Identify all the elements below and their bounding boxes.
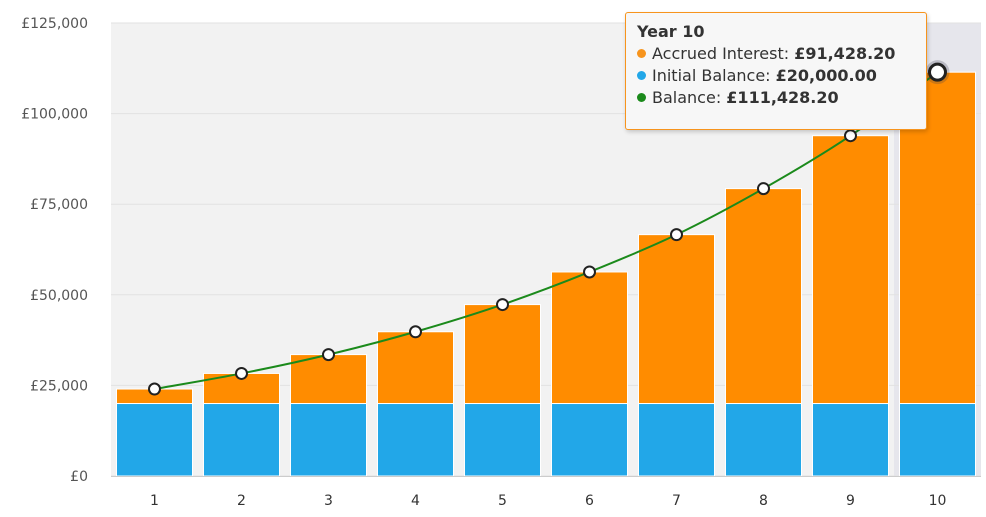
bar-initial-balance: [899, 403, 976, 477]
bar-initial-balance: [203, 403, 280, 477]
x-tick-label: 9: [846, 493, 855, 509]
balance-marker: [496, 298, 509, 312]
balance-marker: [844, 129, 857, 143]
balance-marker: [583, 265, 596, 279]
tooltip-value: £91,428.20: [794, 44, 896, 63]
x-tick-label: 6: [585, 493, 594, 509]
tooltip-title: Year 10: [637, 22, 705, 41]
balance-marker: [757, 182, 770, 196]
bar-initial-balance: [290, 403, 367, 477]
tooltip-row-initial-balance: Initial Balance: £20,000.00: [637, 65, 915, 87]
x-tick-label: 1: [150, 493, 159, 509]
bar-accrued-interest: [638, 234, 715, 405]
x-tick-label: 3: [324, 493, 333, 509]
bar-accrued-interest: [464, 304, 541, 405]
y-tick-label: £100,000: [21, 107, 88, 123]
balance-marker: [409, 325, 422, 339]
x-tick-label: 10: [929, 493, 947, 509]
bar-initial-balance: [812, 403, 889, 477]
bar-accrued-interest: [377, 331, 454, 405]
bar-initial-balance: [551, 403, 628, 477]
balance-marker: [235, 366, 248, 380]
y-tick-label: £125,000: [21, 16, 88, 32]
tooltip-label: Balance:: [652, 88, 727, 107]
balance-marker: [670, 228, 683, 242]
balance-marker: [148, 382, 161, 396]
bar-accrued-interest: [725, 188, 802, 405]
x-tick-label: 2: [237, 493, 246, 509]
accrued-interest-dot-icon: [637, 49, 646, 58]
y-tick-label: £25,000: [30, 378, 88, 394]
tooltip-value: £111,428.20: [726, 88, 839, 107]
initial-balance-dot-icon: [637, 71, 646, 80]
tooltip-label: Initial Balance:: [652, 66, 776, 85]
x-tick-label: 7: [672, 493, 681, 509]
x-tick-label: 4: [411, 493, 420, 509]
balance-marker-active: [928, 62, 947, 82]
y-tick-label: £75,000: [30, 197, 88, 213]
bar-initial-balance: [377, 403, 454, 477]
tooltip-label: Accrued Interest:: [652, 44, 795, 63]
tooltip-row-balance: Balance: £111,428.20: [637, 87, 915, 109]
x-tick-label: 8: [759, 493, 768, 509]
x-tick-label: 5: [498, 493, 507, 509]
tooltip-row-accrued-interest: Accrued Interest: £91,428.20: [637, 43, 915, 65]
bar-initial-balance: [638, 403, 715, 477]
bar-initial-balance: [725, 403, 802, 477]
bar-initial-balance: [464, 403, 541, 477]
y-tick-label: £0: [70, 469, 88, 485]
bar-accrued-interest: [551, 271, 628, 405]
balance-dot-icon: [637, 93, 646, 102]
bar-accrued-interest: [290, 354, 367, 405]
balance-marker: [322, 348, 335, 362]
tooltip-value: £20,000.00: [775, 66, 877, 85]
balance-line: [154, 71, 939, 391]
bar-accrued-interest: [812, 135, 889, 405]
y-tick-label: £50,000: [30, 288, 88, 304]
bar-initial-balance: [116, 403, 193, 477]
chart-tooltip: Year 10 Accrued Interest: £91,428.20 Ini…: [625, 12, 927, 130]
